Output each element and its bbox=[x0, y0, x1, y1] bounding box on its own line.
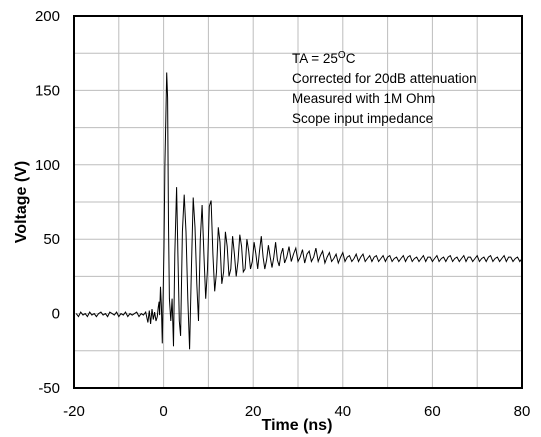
annotation-line-1-suffix: C bbox=[346, 51, 356, 66]
x-tick-label: 0 bbox=[159, 403, 167, 420]
annotation-box: TA = 25OC Corrected for 20dB attenuation… bbox=[292, 50, 477, 126]
annotation-line-1: TA = 25OC bbox=[292, 50, 356, 66]
y-tick-label: 0 bbox=[52, 306, 60, 323]
y-tick-label: 50 bbox=[43, 231, 60, 248]
y-tick-label: 100 bbox=[35, 157, 60, 174]
annotation-line-1-prefix: TA = 25 bbox=[292, 51, 338, 66]
annotation-line-4: Scope input impedance bbox=[292, 111, 433, 126]
voltage-trace bbox=[75, 72, 523, 350]
annotation-degree-superscript: O bbox=[338, 50, 346, 61]
y-tick-label: 150 bbox=[35, 82, 60, 99]
annotation-line-3: Measured with 1M Ohm bbox=[292, 91, 435, 106]
x-tick-label: 40 bbox=[334, 403, 351, 420]
plot-frame bbox=[73, 15, 523, 389]
y-tick-labels: -50 0 50 100 150 200 bbox=[35, 8, 60, 397]
y-tick-label: 200 bbox=[35, 8, 60, 25]
x-tick-label: -20 bbox=[63, 403, 85, 420]
x-axis-title: Time (ns) bbox=[262, 417, 333, 434]
x-tick-label: 20 bbox=[245, 403, 262, 420]
x-tick-label: 60 bbox=[424, 403, 441, 420]
annotation-line-2: Corrected for 20dB attenuation bbox=[292, 71, 477, 86]
x-tick-labels: -20 0 20 40 60 80 bbox=[63, 403, 530, 420]
y-axis-title: Voltage (V) bbox=[13, 161, 30, 243]
y-tick-label: -50 bbox=[38, 380, 60, 397]
x-tick-label: 80 bbox=[514, 403, 531, 420]
